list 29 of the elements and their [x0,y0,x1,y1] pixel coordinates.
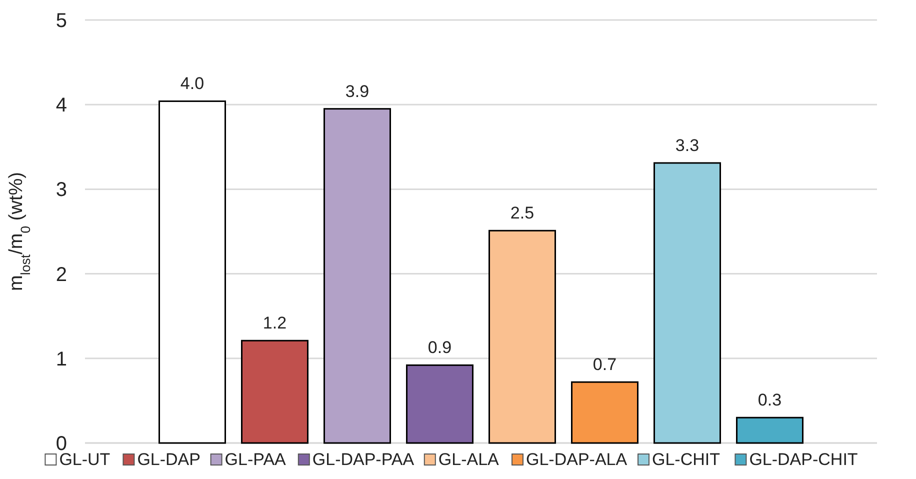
bar [571,381,638,444]
y-tick-label: 2 [56,264,67,286]
y-tick-label: 4 [56,94,67,117]
bar [324,108,391,444]
data-label: 0.9 [428,338,452,358]
data-label: 4.0 [180,74,204,94]
y-tick-label: 5 [56,10,67,32]
legend-label: GL-ALA [438,450,500,469]
bar [158,100,226,444]
data-label: 3.3 [675,136,700,155]
legend-label: GL-DAP-PAA [312,450,415,469]
y-tick-label: 3 [56,179,67,202]
data-label: 1.2 [262,314,287,333]
bar [654,162,721,444]
bar [406,364,474,444]
legend-label: GL-DAP-CHIT [749,450,858,469]
text: GL-UT [59,450,110,469]
data-label: 0.7 [592,355,617,374]
data-label: 3.9 [345,82,370,101]
data-label: 0.3 [758,390,782,410]
legend-label: GL-DAP [137,450,200,469]
legend-label: GL-DAP-ALA [526,450,628,469]
bar [241,340,308,444]
legend-label: GL-CHIT [652,450,720,469]
data-label: 2.5 [510,204,534,223]
legend-label: GL-PAA [224,450,287,469]
bar [736,416,804,444]
bar [488,230,556,444]
y-tick-label: 1 [56,348,67,370]
